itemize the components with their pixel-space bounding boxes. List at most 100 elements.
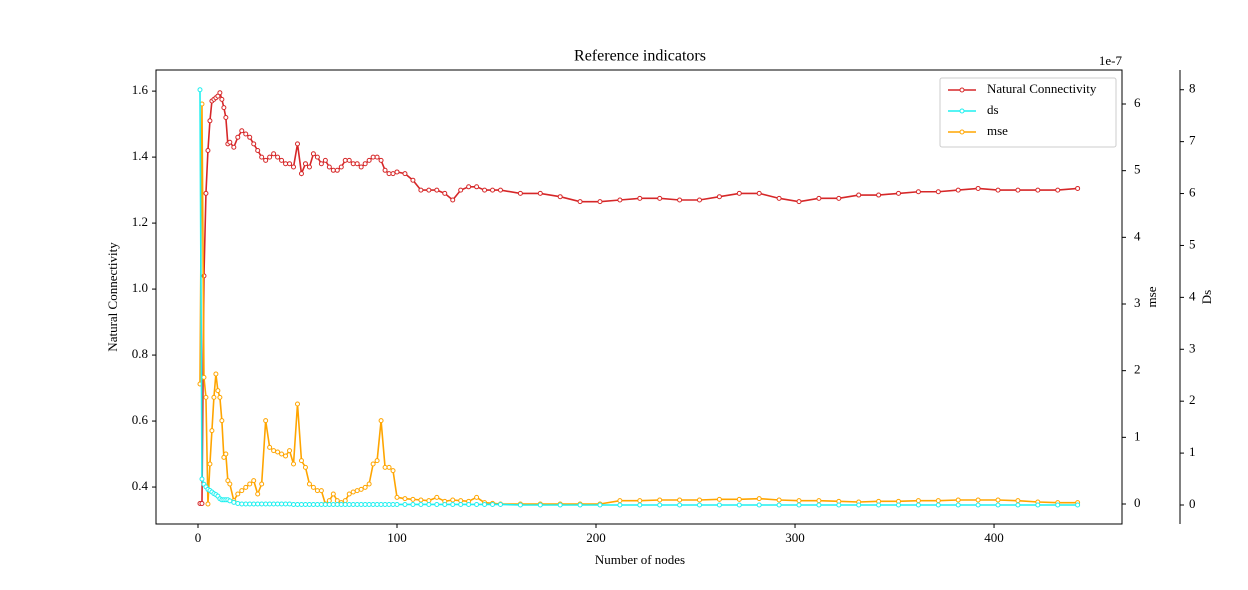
point	[239, 488, 245, 494]
point	[434, 494, 440, 500]
point	[211, 394, 217, 400]
point	[358, 501, 364, 507]
point	[450, 197, 456, 203]
point	[1075, 185, 1081, 191]
point	[342, 501, 348, 507]
point	[223, 451, 229, 457]
point	[378, 157, 384, 163]
point	[756, 190, 762, 196]
y2-tick-label: 1	[1134, 428, 1141, 443]
point	[302, 501, 308, 507]
point	[213, 371, 219, 377]
point	[557, 194, 563, 200]
y3-tick-label: 2	[1189, 392, 1196, 407]
point	[577, 199, 583, 205]
point	[856, 502, 862, 508]
point	[955, 497, 961, 503]
point	[267, 154, 273, 160]
point	[517, 190, 523, 196]
point	[287, 501, 293, 507]
point	[346, 491, 352, 497]
point	[259, 501, 265, 507]
point	[716, 194, 722, 200]
point	[346, 501, 352, 507]
y-tick-label: 1.2	[132, 214, 148, 229]
point	[394, 501, 400, 507]
point	[251, 141, 257, 147]
point	[199, 501, 205, 507]
x-axis-label: Number of nodes	[595, 552, 685, 567]
point	[247, 501, 253, 507]
point	[736, 496, 742, 502]
point	[334, 167, 340, 173]
point	[350, 501, 356, 507]
point	[275, 154, 281, 160]
point	[537, 190, 543, 196]
point	[776, 497, 782, 503]
point	[382, 167, 388, 173]
point	[318, 161, 324, 167]
point	[995, 187, 1001, 193]
point	[334, 501, 340, 507]
point	[342, 157, 348, 163]
point	[318, 501, 324, 507]
y-tick-label: 0.8	[132, 346, 148, 361]
point	[267, 501, 273, 507]
point	[263, 501, 269, 507]
point	[227, 481, 233, 487]
series-line	[199, 103, 1078, 506]
point	[231, 144, 237, 150]
point	[637, 498, 643, 504]
point	[239, 501, 245, 507]
point	[366, 157, 372, 163]
point	[227, 498, 233, 504]
point	[557, 502, 563, 508]
point	[1055, 187, 1061, 193]
point	[390, 501, 396, 507]
point	[215, 388, 221, 394]
point	[283, 501, 289, 507]
point	[354, 501, 360, 507]
point	[458, 187, 464, 193]
point	[637, 195, 643, 201]
y3-tick-label: 8	[1189, 81, 1196, 96]
point	[310, 151, 316, 157]
legend: Natural Connectivity ds mse	[939, 77, 1117, 148]
point	[207, 118, 213, 124]
point	[450, 501, 456, 507]
point	[915, 502, 921, 508]
point	[221, 105, 227, 111]
point	[243, 501, 249, 507]
point	[346, 157, 352, 163]
point	[298, 171, 304, 177]
y3-tick-label: 5	[1189, 236, 1196, 251]
point	[975, 185, 981, 191]
point	[294, 141, 300, 147]
point	[271, 151, 277, 157]
point	[1035, 502, 1041, 508]
point	[271, 501, 277, 507]
point	[370, 461, 376, 467]
point	[350, 489, 356, 495]
point	[466, 184, 472, 190]
point	[374, 458, 380, 464]
legend-box	[939, 77, 1117, 148]
point	[291, 164, 297, 170]
point	[935, 498, 941, 504]
point	[235, 500, 241, 506]
point	[497, 501, 503, 507]
point	[223, 115, 229, 121]
point	[915, 189, 921, 195]
point	[294, 501, 300, 507]
point	[677, 502, 683, 508]
y2-tick-label: 0	[1134, 495, 1141, 510]
point	[362, 161, 368, 167]
point	[318, 488, 324, 494]
point	[199, 476, 205, 482]
legend-marker	[959, 129, 965, 135]
point	[326, 501, 332, 507]
point	[275, 501, 281, 507]
point	[203, 190, 209, 196]
point	[474, 501, 480, 507]
point	[217, 394, 223, 400]
